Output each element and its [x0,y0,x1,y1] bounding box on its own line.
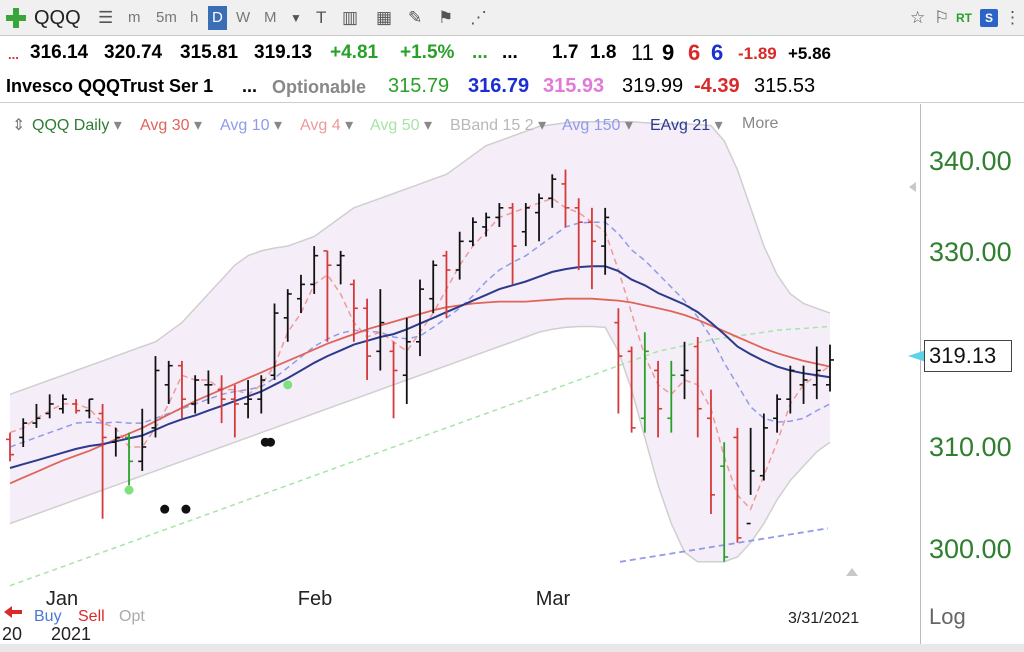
text-tool-icon[interactable]: T [316,8,327,27]
price-label-310: 310.00 [929,432,1012,462]
pen-icon[interactable]: ✎ [408,8,423,27]
sell-button[interactable]: Sell [78,608,105,625]
calculator-icon[interactable]: ▦ [376,8,393,27]
bar-chart-icon[interactable]: ▥ [342,8,359,27]
month-label-jan: Jan [46,588,78,610]
bband-lower-line [9,325,831,563]
optionable-label: Optionable [272,77,366,97]
flag-icon[interactable]: ⚑ [438,8,454,27]
info-value-d: 319.99 [622,75,684,97]
legend-avg4[interactable]: Avg 4 ▾ [300,117,354,134]
star-icon[interactable]: ☆ [910,8,926,27]
info-value-a: 315.79 [388,75,450,97]
back-arrow-icon[interactable] [4,606,22,618]
legend-eavg21[interactable]: EAvg 21 ▾ [650,117,723,134]
quote-change: +4.81 [330,42,379,63]
year-stub-label[interactable]: 20 [2,624,22,644]
quote-n5: -1.89 [738,44,777,63]
quote-n1: 11 [631,40,654,65]
quote-v1: 1.7 [552,42,579,63]
quote-n4: 6 [711,40,724,65]
quote-low: 315.81 [180,42,239,63]
price-chart[interactable]: Jan Feb Mar Buy Sell Opt 20 2021 3/31/2021 [0,104,920,646]
legend-qqq-daily[interactable]: QQQ Daily ▾ [32,117,122,134]
date-label[interactable]: 3/31/2021 [788,610,859,627]
info-row: Invesco QQQTrust Ser 1 ... Optionable 31… [0,71,1024,103]
axis-marker-bottom [846,568,858,576]
signal-dot [283,380,293,390]
avg50-line [9,325,831,587]
last-price-arrow-icon [908,350,926,362]
info-value-c: 315.93 [543,75,605,97]
quote-v2: 1.8 [590,42,617,63]
price-label-340: 340.00 [929,146,1012,176]
quote-n3: 6 [688,40,701,65]
quote-open: 316.14 [30,42,89,63]
quote-lead-dots: ... [8,47,19,62]
period-5minute[interactable]: 5m [156,9,177,26]
last-price-box: 319.13 [924,340,1012,372]
period-weekly[interactable]: W [236,9,251,26]
period-monthly[interactable]: M [264,9,277,26]
period-daily[interactable]: D [208,6,227,30]
bband-upper-line [9,120,831,396]
quote-n2: 9 [662,40,675,65]
quote-row: ... 316.14 320.74 315.81 319.13 +4.81 +1… [0,38,1024,68]
info-dots: ... [242,76,258,96]
signal-dot [124,485,134,495]
period-dropdown-icon[interactable]: ▼ [290,11,302,25]
share-icon[interactable]: ⋰ [470,8,487,27]
legend-bband[interactable]: BBand 15 2 ▾ [450,117,547,134]
quote-ellipsis-a: ... [472,42,488,63]
toolbar: QQQ ☰ m 5m h D W M ▼ T ▥ ▦ ✎ ⚑ ⋰ ☆ ⚐ RT … [0,0,1024,36]
month-label-feb: Feb [298,588,332,610]
legend-avg150[interactable]: Avg 150 ▾ [562,117,633,134]
bottom-bar [0,644,1024,652]
signal-dot [266,437,276,447]
rt-indicator: RT [956,11,972,25]
info-value-e: -4.39 [694,75,740,97]
quote-close: 319.13 [254,42,313,63]
year-label[interactable]: 2021 [51,624,91,644]
legend-avg50[interactable]: Avg 50 ▾ [370,117,433,134]
month-label-mar: Mar [536,588,571,610]
avg10-line [9,221,831,448]
legend-collapse-icon[interactable]: ⇕ [12,117,26,134]
axis-marker-top [909,182,916,192]
signal-dot [160,504,170,514]
info-value-f: 315.53 [754,75,816,97]
s-button[interactable]: S [980,9,998,27]
add-symbol-icon[interactable] [6,8,26,28]
list-icon[interactable]: ☰ [98,8,114,27]
chart-canvas[interactable]: Jan Feb Mar Buy Sell Opt 20 2021 3/31/2021 [0,104,920,646]
legend-avg10[interactable]: Avg 10 ▾ [220,117,283,134]
quote-change-pct: +1.5% [400,42,455,63]
period-minute[interactable]: m [128,9,141,26]
quote-n6: +5.86 [788,44,832,63]
info-value-b: 316.79 [468,75,530,97]
security-name: Invesco QQQTrust Ser 1 [6,76,214,96]
legend-more[interactable]: More [742,115,779,132]
legend-avg30[interactable]: Avg 30 ▾ [140,117,203,134]
signal-dot [181,504,191,514]
opt-button[interactable]: Opt [119,608,145,625]
symbol-field[interactable]: QQQ [34,7,81,29]
log-scale-toggle[interactable]: Log [929,604,966,629]
quote-ellipsis-b: ... [502,42,518,63]
quote-high: 320.74 [104,42,163,63]
price-axis[interactable] [920,104,1024,646]
price-label-330: 330.00 [929,237,1012,267]
price-label-300: 300.00 [929,534,1012,564]
flag-outline-icon[interactable]: ⚐ [934,8,950,27]
indicator-legend: ⇕ QQQ Daily ▾ Avg 30 ▾ Avg 10 ▾ Avg 4 ▾ … [0,108,920,138]
buy-button[interactable]: Buy [34,608,62,625]
menu-icon[interactable]: ⋮ [1004,8,1021,27]
period-hour[interactable]: h [190,9,199,26]
